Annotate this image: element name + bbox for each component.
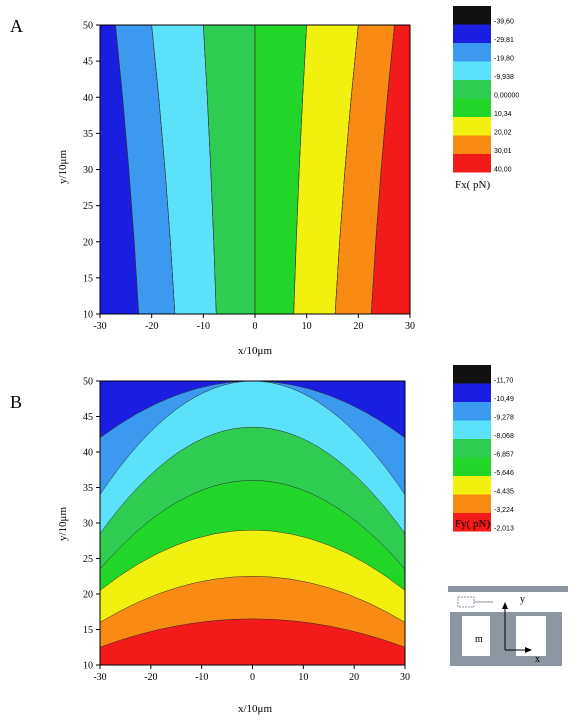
inset-particle-box [457, 596, 475, 608]
chart-b-colorbar-swatch [453, 457, 491, 476]
chart-b-colorbar-swatch [453, 476, 491, 495]
chart-a-x-tick-label: 20 [353, 321, 363, 332]
chart-a-x-tick-label: 10 [302, 321, 312, 332]
chart-a-colorbar-swatch [453, 98, 491, 117]
chart-b-colorbar-label: -9,278 [494, 415, 514, 422]
chart-b-plot-area: -30 -20 -10 0 10 20 30 10 15 20 25 30 35 40 45 50 [83, 377, 410, 684]
chart-b-colorbar-label: -2,013 [494, 526, 514, 533]
chart-b-y-tick-label: 10 [83, 661, 93, 672]
chart-a-colorbar-label: 0,00000 [494, 93, 519, 100]
chart-a-y-tick-label: 50 [83, 21, 93, 32]
chart-a-y-axis-label: y/10μm [57, 150, 69, 184]
chart-a-contour-line [293, 24, 307, 315]
inset-x-arrowhead [525, 647, 532, 653]
chart-a-x-tick-label: 0 [253, 321, 258, 332]
chart-b-y-tick-label: 40 [83, 448, 93, 459]
chart-a-y-tick-label: 25 [83, 201, 93, 212]
chart-b-x-tick-label: 0 [250, 672, 255, 683]
chart-a-colorbar-label: -29,81 [494, 37, 514, 44]
chart-b-colorbar-swatch [453, 513, 491, 532]
chart-a-colorbar-swatch [453, 117, 491, 136]
chart-a-y-tick-label: 30 [83, 165, 93, 176]
chart-a-x-tick-label: -10 [197, 321, 210, 332]
chart-a-colorbar-swatch [453, 154, 491, 173]
chart-a-contour-line [203, 24, 217, 315]
chart-a-colorbar-swatch [453, 6, 491, 25]
chart-a-plot-area: -30 -20 -10 0 10 20 30 10 15 20 25 30 35 40 45 50 [83, 21, 415, 333]
chart-b-y-tick-label: 35 [83, 483, 93, 494]
chart-b-colorbar-label: -3,224 [494, 507, 514, 514]
chart-a-y-tick-label: 35 [83, 129, 93, 140]
chart-a-colorbar-swatch [453, 24, 491, 43]
inset-y-arrowhead [502, 602, 508, 609]
chart-b-colorbar-swatch [453, 402, 491, 421]
chart-b-x-tick-label: -30 [93, 672, 106, 683]
chart-b-x-tick-label: 30 [400, 672, 410, 683]
chart-b-colorbar-swatch [453, 420, 491, 439]
chart-a-colorbar-swatch [453, 135, 491, 154]
chart-a-x-tick-label: -30 [93, 321, 106, 332]
chart-b-colorbar-label: -8,068 [494, 433, 514, 440]
inset-label-m: m [475, 634, 483, 645]
chart-a-colorbar: -39,60 -29,81 -19,80 -9,938 0,00000 10,34 20,0… [453, 6, 519, 174]
chart-b-y-tick-label: 50 [83, 377, 93, 388]
chart-a-contour-line [334, 24, 359, 315]
chart-a-colorbar-swatch [453, 43, 491, 62]
chart-a-y-tick-label: 45 [83, 57, 93, 68]
chart-a-colorbar-label: 40,00 [494, 167, 512, 174]
chart-b-colorbar-swatch [453, 383, 491, 402]
chart-a-colorbar-title: Fx( pN) [455, 179, 490, 191]
chart-b-x-tick-label: -20 [144, 672, 157, 683]
chart-b-x-tick-label: -10 [195, 672, 208, 683]
chart-b-y-tick-label: 25 [83, 554, 93, 565]
chart-b-colorbar-swatch [453, 439, 491, 458]
chart-b-colorbar-label: -10,49 [494, 396, 514, 403]
chart-a-contour-line [371, 24, 395, 315]
chart-b-colorbar-label: -4,435 [494, 489, 514, 496]
chart-b-y-tick-label: 30 [83, 519, 93, 530]
chart-b-colorbar-swatch [453, 494, 491, 513]
panel-a-label: A [10, 16, 23, 36]
chart-b-colorbar: -11,70 -10,49 -9,278 -8,068 -6,857 -5,646 -4,4… [453, 365, 514, 533]
chart-a-contour-line [151, 24, 176, 315]
chart-a-colorbar-swatch [453, 61, 491, 80]
chart-a-y-tick-label: 40 [83, 93, 93, 104]
inset-left-well [462, 616, 490, 656]
chart-a-colorbar-label: -9,938 [494, 74, 514, 81]
chart-b-x-tick-label: 20 [349, 672, 359, 683]
inset-label-y: y [520, 594, 525, 605]
chart-a-colorbar-label: 20,02 [494, 130, 512, 137]
chart-a-y-tick-label: 20 [83, 237, 93, 248]
chart-a-colorbar-label: 30,01 [494, 148, 512, 155]
chart-b-colorbar-swatch [453, 365, 491, 384]
chart-a-y-tick-label: 10 [83, 310, 93, 321]
chart-a-y-tick-label: 15 [83, 273, 93, 284]
inset-top-plate [448, 586, 568, 592]
chart-b-colorbar-label: -5,646 [494, 470, 514, 477]
chart-a-x-axis-label: x/10μm [238, 345, 272, 357]
chart-a-x-tick-label: 30 [405, 321, 415, 332]
inset-right-well [516, 616, 546, 656]
inset-label-x: x [535, 654, 540, 665]
chart-a-colorbar-label: -19,80 [494, 56, 514, 63]
chart-b-x-axis-label: x/10μm [238, 703, 272, 715]
chart-a-contour-line [115, 24, 139, 315]
chart-b-y-tick-label: 15 [83, 625, 93, 636]
chart-b-colorbar-label: -6,857 [494, 452, 514, 459]
chart-a-colorbar-label: -39,60 [494, 19, 514, 26]
chart-a-x-tick-label: -20 [145, 321, 158, 332]
chart-a-colorbar-swatch [453, 80, 491, 99]
chart-b-x-tick-label: 10 [298, 672, 308, 683]
chart-b-y-axis-label: y/10μm [57, 507, 69, 541]
chart-a-colorbar-label: 10,34 [494, 111, 512, 118]
panel-b-label: B [10, 392, 22, 412]
inset-schematic: m y x [448, 586, 568, 666]
chart-b-colorbar-label: -11,70 [494, 378, 513, 385]
chart-b-y-tick-label: 45 [83, 412, 93, 423]
chart-b-colorbar-title: Fy( pN) [455, 518, 490, 530]
chart-b-y-tick-label: 20 [83, 590, 93, 601]
